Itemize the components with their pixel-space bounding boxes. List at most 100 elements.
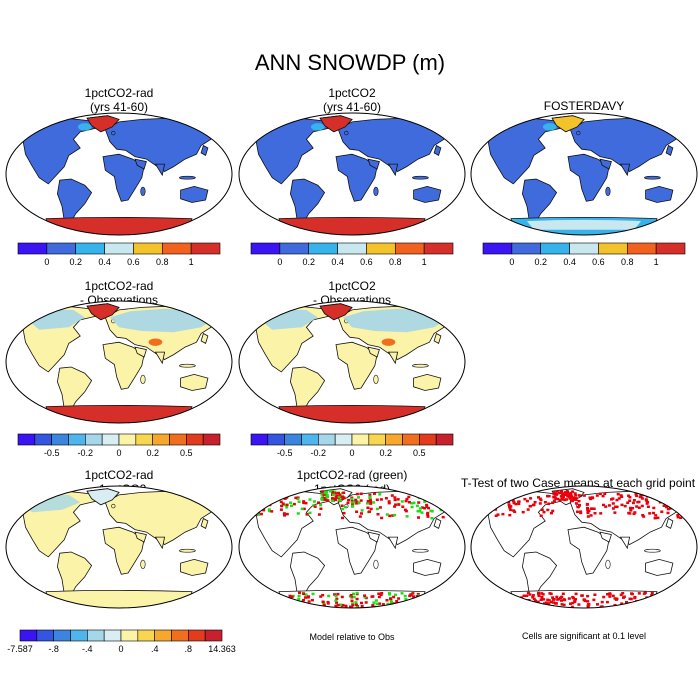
significance-cell (536, 604, 540, 608)
significance-cell (525, 594, 529, 597)
greenland-snow (86, 115, 120, 133)
significance-cell (633, 596, 637, 600)
antarctica (45, 590, 193, 608)
significance-cell (372, 601, 376, 604)
significance-cell (633, 511, 637, 514)
significance-cell (496, 513, 500, 516)
panel-title-line: 1pctCO2-rad (84, 468, 154, 482)
significance-cell (650, 594, 654, 597)
significance-cell (567, 493, 571, 497)
significance-cell (417, 597, 421, 600)
significance-cell (355, 597, 359, 601)
significance-cell (366, 506, 370, 509)
significance-cell (349, 605, 352, 608)
significance-cell (285, 512, 289, 516)
significance-cell (369, 507, 373, 511)
significance-cell (320, 496, 324, 499)
significance-cell (444, 507, 448, 510)
significance-cell (602, 503, 605, 507)
colorbar-box (402, 433, 420, 446)
significance-cell (645, 502, 649, 505)
significance-cell (538, 502, 542, 505)
significance-cell (547, 602, 551, 605)
significance-cell (589, 514, 593, 517)
south-america (289, 178, 326, 227)
significance-cell (577, 494, 581, 497)
significance-cell (613, 603, 617, 607)
africa (102, 526, 145, 575)
colorbar-tick-label: .4 (151, 644, 159, 654)
antarctica-interior (527, 219, 641, 230)
significance-cell (569, 602, 572, 605)
significance-cell (448, 512, 452, 515)
significance-cell (491, 503, 495, 507)
significance-cell (298, 591, 301, 595)
colorbar-box (154, 629, 172, 642)
colorbar-tick-label: -7.587 (7, 644, 33, 654)
africa (335, 153, 378, 202)
significance-cell (385, 599, 389, 602)
significance-cell (308, 498, 312, 501)
africa (567, 526, 610, 575)
significance-cell (552, 601, 556, 604)
significance-cell (272, 495, 276, 498)
indonesia (644, 548, 661, 553)
colorbar-box (655, 242, 686, 255)
significance-cell (360, 512, 363, 515)
significance-cell (319, 503, 323, 507)
significance-cell (341, 603, 345, 607)
significance-cell (417, 516, 420, 519)
significance-cell (531, 596, 535, 599)
arctic-islands-snow (310, 123, 325, 131)
significance-cell (289, 501, 293, 504)
significance-cell (635, 505, 639, 508)
colorbar-box (87, 629, 105, 642)
colorbar-box (161, 242, 192, 255)
significance-cell (521, 510, 525, 514)
significance-cell (302, 598, 305, 602)
significance-cell (683, 500, 687, 504)
significance-cell (642, 515, 646, 518)
significance-cell (326, 495, 329, 499)
indonesia (412, 548, 429, 553)
significance-cell (682, 503, 686, 507)
significance-cell (647, 604, 650, 607)
colorbar-tick-label: 0 (44, 257, 49, 267)
significance-cell (652, 511, 655, 515)
significance-cell (300, 507, 304, 511)
significance-cell (351, 504, 355, 508)
significance-cell (648, 512, 652, 515)
significance-cell (537, 592, 541, 595)
madagascar (140, 374, 146, 385)
significance-cell (546, 494, 549, 498)
significance-cell (291, 600, 295, 604)
significance-cell (319, 595, 323, 598)
colorbar-tick-label: 0.4 (563, 257, 576, 267)
significance-cell (501, 500, 505, 503)
significance-cell (403, 508, 407, 512)
significance-cell (507, 500, 511, 504)
colorbar-tick-label: -0.2 (78, 448, 94, 458)
south-america (521, 178, 558, 227)
madagascar (605, 559, 611, 570)
map-p5 (238, 300, 466, 424)
australia (645, 185, 674, 203)
colorbar-tick-label: 0.2 (69, 257, 82, 267)
significance-cell (431, 500, 435, 504)
significance-cell (381, 603, 385, 606)
significance-cell (448, 500, 452, 503)
significance-cell (257, 495, 261, 498)
significance-cell (571, 490, 575, 493)
significance-cell (262, 508, 266, 512)
significance-cell (614, 505, 618, 508)
significance-cell (354, 601, 358, 604)
colorbar-box (423, 242, 454, 255)
significance-cell (405, 497, 409, 501)
significance-cell (392, 595, 396, 599)
significance-cell (427, 497, 431, 501)
figure-title: ANN SNOWDP (m) (254, 50, 446, 75)
significance-cell (257, 496, 261, 499)
significance-cell (646, 602, 650, 605)
significance-cell (551, 509, 555, 513)
significance-cell (553, 491, 557, 494)
